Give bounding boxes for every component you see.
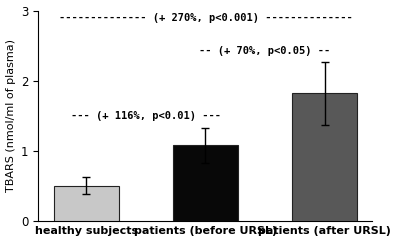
Bar [173,145,238,221]
Text: -- (+ 70%, p<0.05) --: -- (+ 70%, p<0.05) -- [199,46,331,56]
Y-axis label: TBARS (nmol/ml of plasma): TBARS (nmol/ml of plasma) [6,39,16,192]
Bar [292,93,357,221]
Text: --- (+ 116%, p<0.01) ---: --- (+ 116%, p<0.01) --- [71,111,221,121]
Text: -------------- (+ 270%, p<0.001) --------------: -------------- (+ 270%, p<0.001) -------… [58,13,352,23]
Bar [54,186,119,221]
